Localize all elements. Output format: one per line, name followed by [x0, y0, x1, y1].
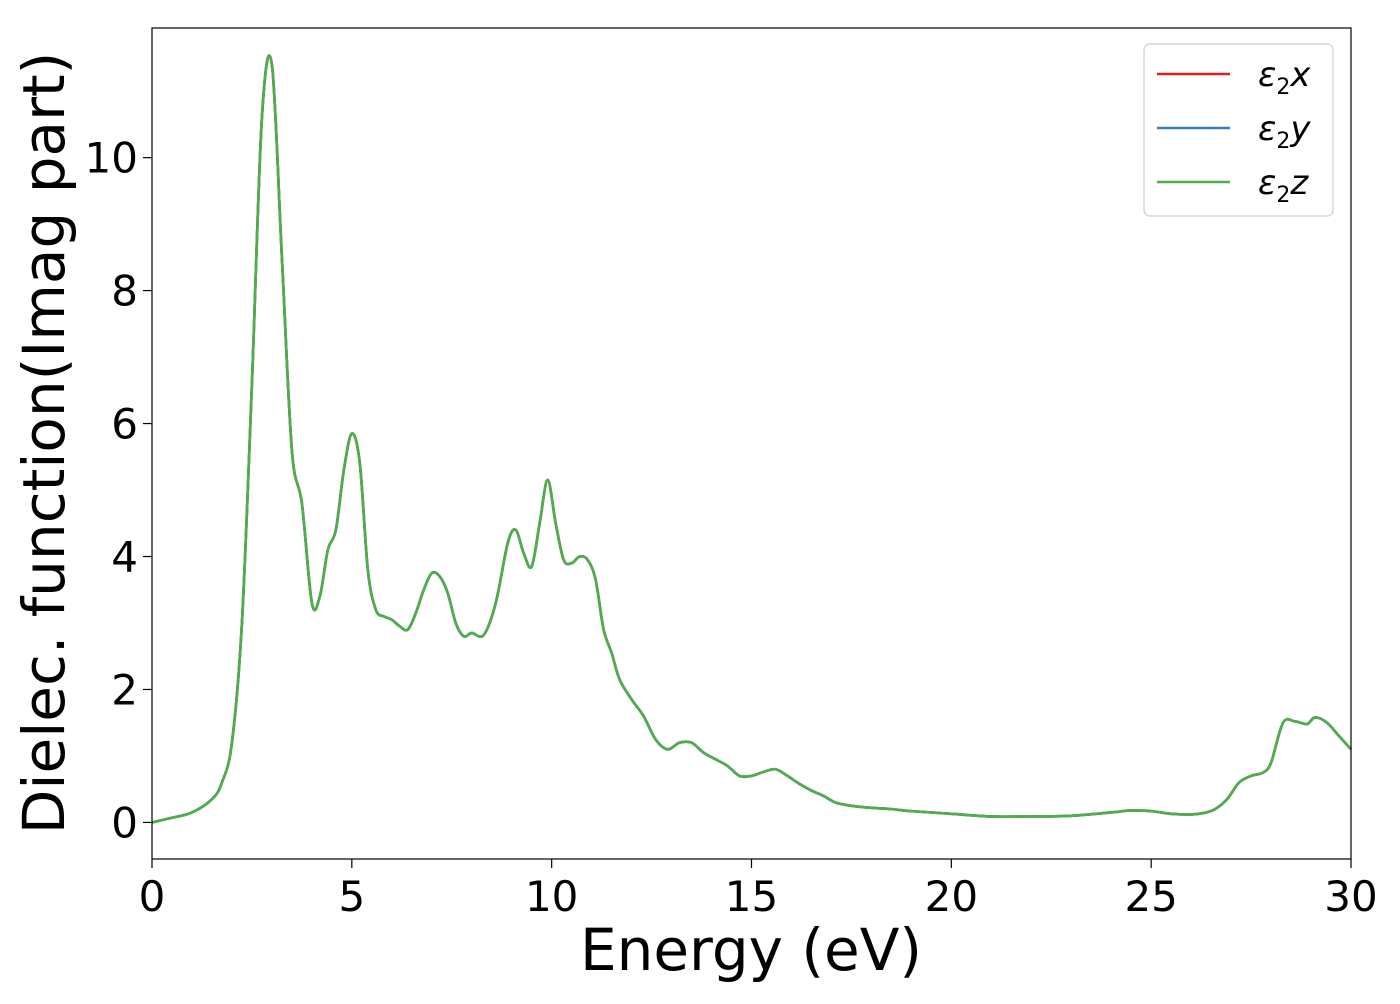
x-tick-label: 5	[338, 872, 365, 921]
legend-label: ε2y	[1258, 109, 1311, 154]
y-tick-label: 4	[111, 533, 138, 582]
legend-label: ε2z	[1258, 163, 1309, 208]
x-axis-label: Energy (eV)	[580, 916, 922, 984]
legend-box	[1143, 43, 1334, 217]
y-tick-label: 6	[111, 400, 138, 449]
y-tick-label: 2	[111, 665, 138, 714]
legend-label: ε2x	[1258, 55, 1311, 100]
x-tick-label: 10	[525, 872, 578, 921]
legend: ε2x ε2y ε2z	[1143, 43, 1334, 217]
y-axis-ticks: 0 2 4 6 8 10	[85, 134, 152, 847]
x-tick-label: 20	[925, 872, 978, 921]
x-axis-ticks: 0 5 10 15 20 25 30	[139, 859, 1378, 921]
y-tick-label: 0	[111, 798, 138, 847]
x-tick-label: 30	[1324, 872, 1377, 921]
series-lines	[151, 54, 1352, 824]
x-tick-label: 0	[139, 872, 166, 921]
x-tick-label: 25	[1124, 872, 1177, 921]
x-tick-label: 15	[725, 872, 778, 921]
y-tick-label: 8	[111, 267, 138, 316]
y-tick-label: 10	[85, 134, 138, 183]
series-line-z	[151, 54, 1352, 824]
y-axis-label: Dielec. function(Imag part)	[10, 52, 78, 835]
